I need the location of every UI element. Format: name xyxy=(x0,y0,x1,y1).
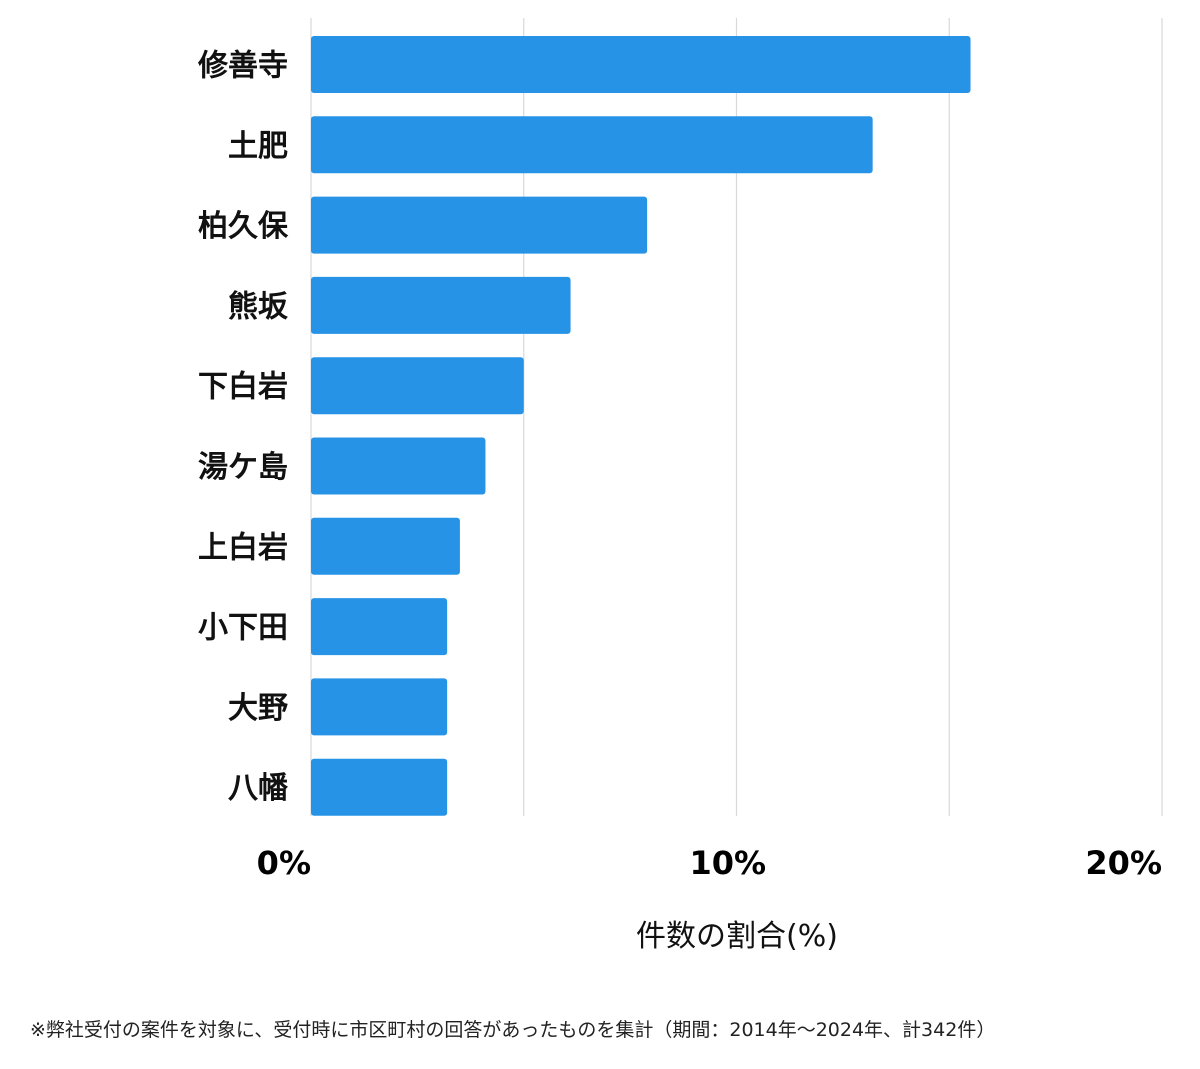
bar xyxy=(311,517,460,575)
category-label: 土肥 xyxy=(228,129,288,164)
x-tick-label: 10% xyxy=(690,844,767,882)
x-axis-title: 件数の割合(%) xyxy=(636,919,838,954)
x-tick-label: 20% xyxy=(1085,844,1162,882)
bar xyxy=(311,116,873,174)
bar xyxy=(311,598,448,656)
category-label: 熊坂 xyxy=(228,289,288,324)
bar xyxy=(311,276,571,334)
bar xyxy=(311,36,971,93)
bar xyxy=(311,357,524,415)
bar xyxy=(311,196,648,254)
footnote: ※弊社受付の案件を対象に、受付時に市区町村の回答があったものを集計（期間：201… xyxy=(30,1019,996,1041)
category-label: 湯ケ島 xyxy=(198,450,288,485)
x-tick-label: 0% xyxy=(257,844,311,882)
category-label: 大野 xyxy=(228,691,288,726)
category-label: 小下田 xyxy=(198,611,288,646)
bar xyxy=(311,678,448,736)
category-label: 下白岩 xyxy=(198,370,288,405)
bar xyxy=(311,758,448,816)
bar xyxy=(311,437,486,495)
category-label: 修善寺 xyxy=(197,49,288,84)
category-label: 柏久保 xyxy=(198,209,289,244)
category-label: 上白岩 xyxy=(198,530,288,565)
category-label: 八幡 xyxy=(228,771,288,806)
